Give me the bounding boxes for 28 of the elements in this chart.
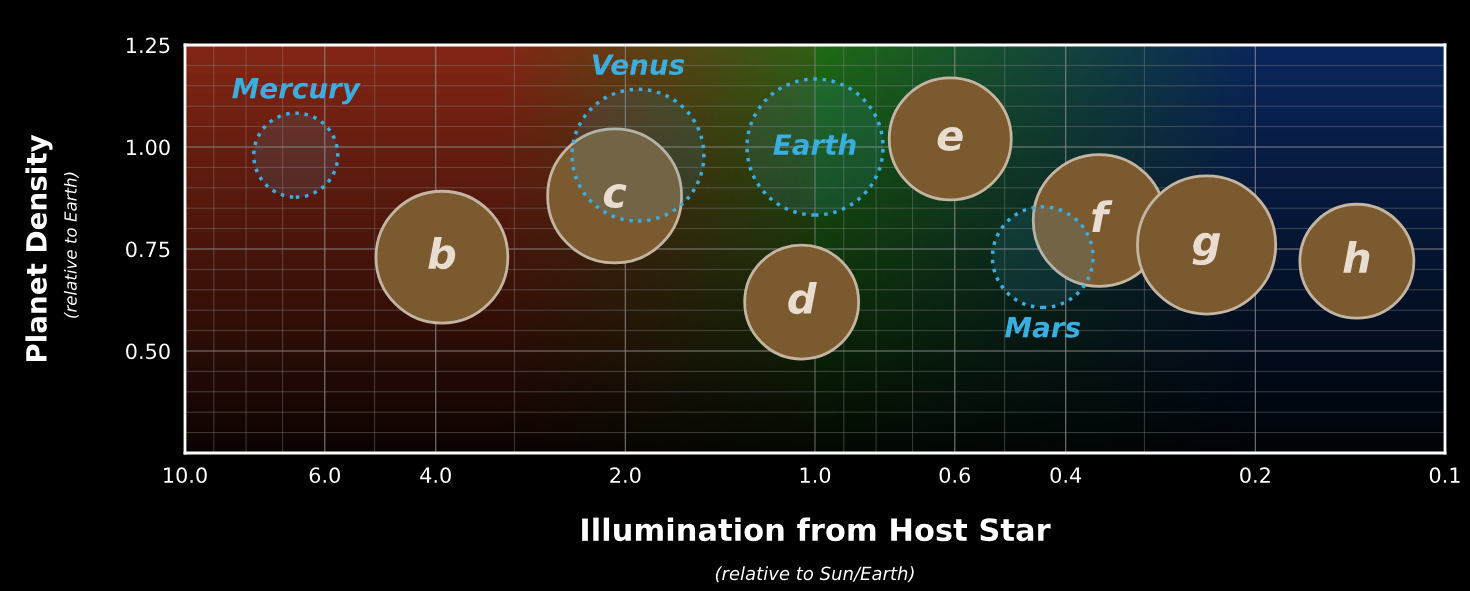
y-tick-label: 0.50: [126, 343, 170, 360]
annotation: e: [937, 127, 963, 151]
x-axis-title: Illumination from Host Star: [582, 517, 1051, 542]
annotation: g: [1192, 232, 1221, 266]
x-tick-label: 4.0: [420, 467, 451, 484]
x-tick-label: 0.4: [1050, 467, 1082, 484]
annotation: Earth: [773, 133, 856, 156]
annotation: Mercury: [232, 78, 361, 105]
y-tick-label: 1.25: [127, 37, 170, 54]
annotation: d: [788, 281, 817, 315]
annotation: c: [603, 184, 627, 209]
text: (relative to Sun/Earth): [715, 566, 914, 583]
annotation: f: [1092, 200, 1113, 232]
x-tick-label: 2.0: [610, 467, 641, 484]
x-tick-label: 1.0: [800, 467, 831, 484]
x-tick-label: 0.6: [939, 467, 971, 484]
annotation: Venus: [592, 54, 685, 76]
x-tick-label: 10.0: [164, 467, 207, 484]
x-tick-label: 0.1: [1429, 467, 1460, 484]
annotation: b: [428, 237, 456, 270]
x-tick-label: 0.2: [1240, 467, 1270, 484]
y-tick-label: 0.75: [126, 241, 170, 258]
annotation: Mars: [1005, 317, 1081, 338]
text: (relative to Earth): [63, 172, 79, 318]
x-tick-label: 6.0: [309, 467, 340, 484]
y-tick-label: 1.00: [127, 139, 170, 156]
annotation: h: [1343, 241, 1370, 273]
y-axis-title: Planet Density: [25, 134, 53, 362]
